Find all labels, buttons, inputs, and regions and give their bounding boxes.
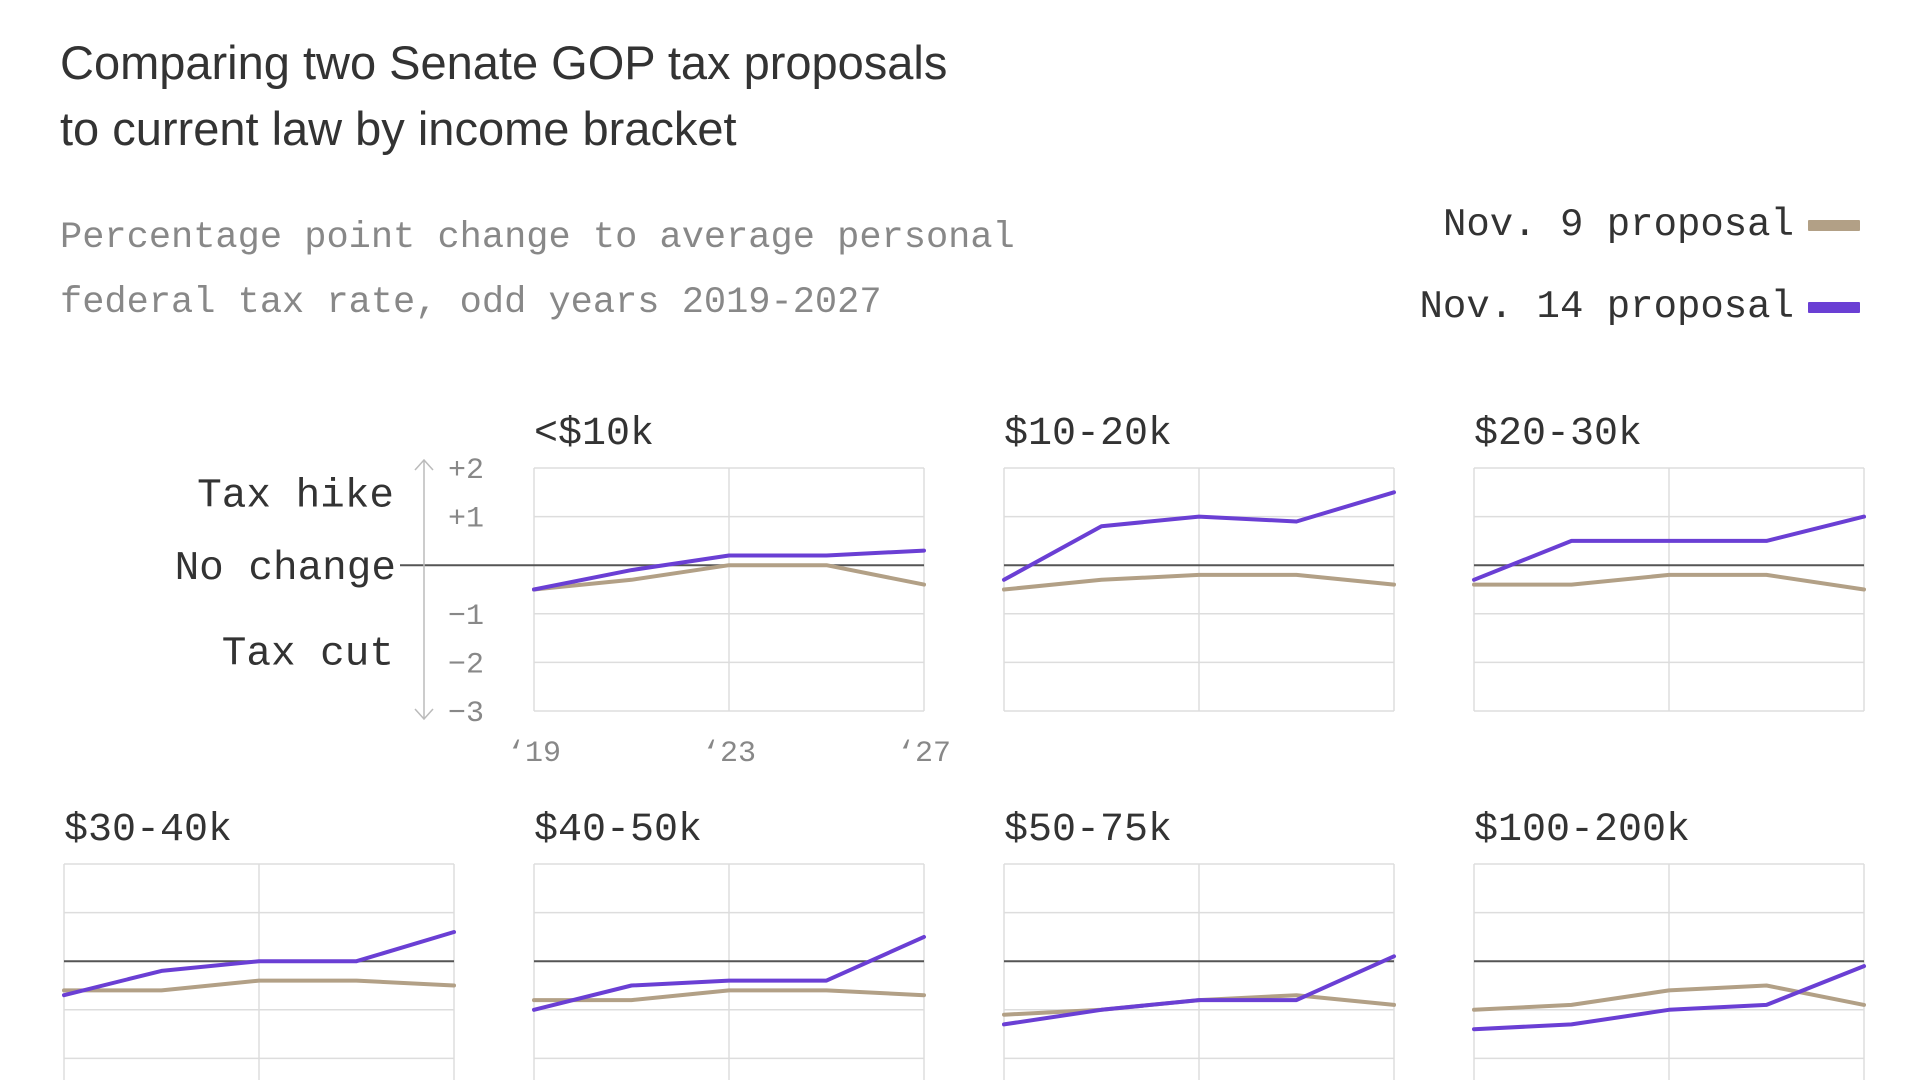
panel-1-title: $10-20k	[1004, 412, 1172, 457]
legend-item-nov14: Nov. 14 proposal	[1420, 282, 1860, 332]
panel-4-series-nov14-line	[532, 934, 926, 1012]
y-tick-label: −3	[448, 697, 484, 731]
panel-5-series-nov14-line	[1002, 954, 1396, 1027]
panel-0-title: <$10k	[534, 412, 654, 457]
panel-3-title: $30-40k	[64, 808, 232, 853]
panel-2-series-nov14-line	[1472, 514, 1866, 582]
x-tick-label: ‘23	[702, 737, 756, 771]
y-tick-label: −1	[448, 600, 484, 634]
panel-4-series-nov9-line	[532, 988, 926, 1003]
legend-label-nov9: Nov. 9 proposal	[1442, 203, 1794, 247]
y-tick-label: −2	[448, 648, 484, 682]
panel-4-title: $40-50k	[534, 808, 702, 853]
no-change-label: No change	[175, 546, 396, 592]
tax-cut-label: Tax cut	[222, 631, 394, 677]
panel-6-series-nov14-line	[1472, 964, 1866, 1032]
title-line-2: to current law by income bracket	[60, 102, 737, 155]
legend-swatch-nov14	[1808, 301, 1860, 313]
panel-0-series-nov14-line	[532, 548, 926, 592]
panel-5-title: $50-75k	[1004, 808, 1172, 853]
panel-3-series-nov9-line	[62, 978, 456, 993]
title-line-1: Comparing two Senate GOP tax proposals	[60, 36, 948, 89]
panel-6-title: $100-200k	[1474, 808, 1690, 853]
subtitle-line-2: federal tax rate, odd years 2019-2027	[60, 282, 882, 324]
y-tick-label: +1	[448, 503, 484, 537]
panel-1-series-nov9-line	[1002, 572, 1396, 592]
y-tick-label: +2	[448, 454, 484, 488]
down-arrow-icon	[414, 708, 434, 721]
x-tick-label: ‘19	[507, 737, 561, 771]
legend-label-nov14: Nov. 14 proposal	[1419, 285, 1794, 329]
panel-2-series-nov9-line	[1472, 572, 1866, 592]
panel-0-series-nov9-line	[532, 563, 926, 592]
legend-swatch-nov9	[1808, 219, 1860, 231]
legend-item-nov9: Nov. 9 proposal	[1443, 200, 1860, 250]
tax-hike-label: Tax hike	[197, 473, 394, 519]
panel-1-series-nov14-line	[1002, 490, 1396, 582]
panel-3-series-nov14-line	[62, 930, 456, 998]
subtitle-line-1: Percentage point change to average perso…	[60, 217, 1015, 259]
chart-subtitle: Percentage point change to average perso…	[60, 206, 1160, 336]
x-tick-label: ‘27	[897, 737, 951, 771]
panel-2-title: $20-30k	[1474, 412, 1642, 457]
up-arrow-icon	[414, 458, 434, 471]
chart-title: Comparing two Senate GOP tax proposals t…	[60, 30, 1160, 162]
